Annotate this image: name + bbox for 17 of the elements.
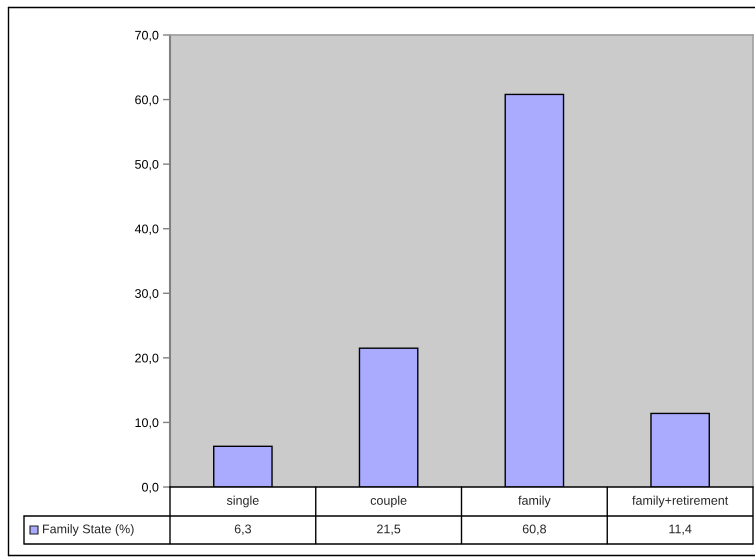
y-tick-label: 30,0 [135,289,158,300]
y-tick-label: 60,0 [135,95,158,106]
x-tick-label: single [226,496,259,508]
x-tick-label: family+retirement [632,496,728,508]
y-tick-label: 10,0 [136,418,158,429]
x-tick-label: couple [370,496,406,508]
data-label: 6,3 [234,524,252,535]
y-tick-label: 50,0 [135,160,158,170]
x-tick-label: family [518,496,551,508]
y-tick-label: 40,0 [134,224,158,235]
y-tick-label: 70,0 [135,30,158,42]
legend-label: Family State (%) [43,524,134,536]
y-tick-label: 0,0 [142,482,158,494]
y-tick-label: 20,0 [135,354,158,364]
data-label: 21,5 [377,524,400,535]
data-label: 60,8 [522,524,546,535]
data-label: 11,4 [669,524,692,535]
